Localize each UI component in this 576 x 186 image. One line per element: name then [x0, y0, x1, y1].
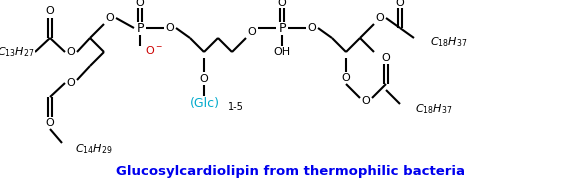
Text: $C_{14}H_{29}$: $C_{14}H_{29}$ — [75, 142, 112, 156]
Text: OH: OH — [274, 47, 290, 57]
Text: Glucosylcardiolipin from thermophilic bacteria: Glucosylcardiolipin from thermophilic ba… — [116, 166, 464, 179]
Text: $C_{18}H_{37}$: $C_{18}H_{37}$ — [415, 102, 453, 116]
Text: O: O — [248, 27, 256, 37]
Text: O: O — [105, 13, 115, 23]
Text: P: P — [137, 22, 144, 34]
Text: O: O — [396, 0, 404, 8]
Text: $C_{18}H_{37}$: $C_{18}H_{37}$ — [430, 35, 468, 49]
Text: O: O — [67, 78, 75, 88]
Text: 1-5: 1-5 — [228, 102, 244, 112]
Text: O: O — [376, 13, 384, 23]
Text: O: O — [135, 0, 145, 8]
Text: O$^-$: O$^-$ — [145, 44, 163, 56]
Text: (Glc): (Glc) — [190, 97, 220, 110]
Text: P: P — [278, 22, 286, 34]
Text: O: O — [46, 6, 54, 16]
Text: O: O — [308, 23, 316, 33]
Text: O: O — [67, 47, 75, 57]
Text: O: O — [166, 23, 175, 33]
Text: O: O — [46, 118, 54, 128]
Text: O: O — [200, 74, 209, 84]
Text: O: O — [382, 53, 391, 63]
Text: $C_{13}H_{27}$: $C_{13}H_{27}$ — [0, 45, 35, 59]
Text: O: O — [362, 96, 370, 106]
Text: O: O — [278, 0, 286, 8]
Text: O: O — [342, 73, 350, 83]
